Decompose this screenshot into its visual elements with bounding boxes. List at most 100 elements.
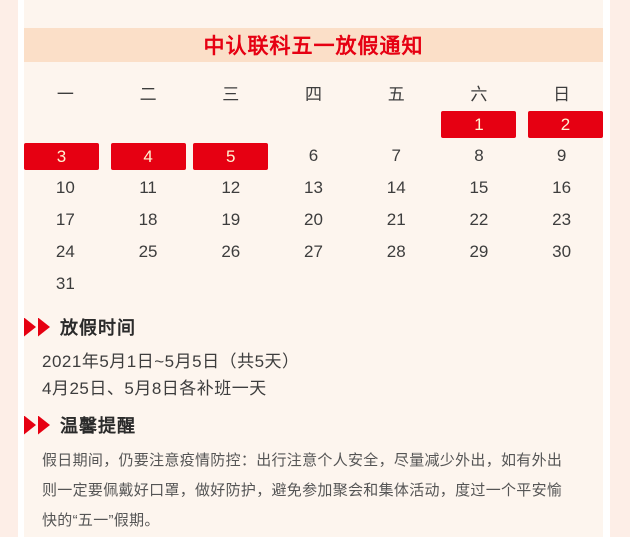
- calendar-day-cell: 12: [189, 172, 272, 204]
- calendar-day: 24: [55, 242, 75, 261]
- calendar-day-cell: 22: [438, 204, 521, 236]
- calendar-empty-cell: [272, 268, 355, 300]
- calendar-day: 22: [469, 210, 489, 229]
- calendar-day-cell: 13: [272, 172, 355, 204]
- holiday-day: 4: [110, 142, 186, 170]
- holiday-day: 3: [24, 142, 99, 170]
- calendar-day-cell: 11: [107, 172, 190, 204]
- calendar-day-cell: 7: [355, 140, 438, 172]
- calendar-day: 28: [386, 242, 406, 261]
- calendar-empty-cell: [272, 108, 355, 140]
- calendar-day: 16: [552, 178, 572, 197]
- weekday-label: 四: [304, 84, 322, 104]
- calendar-day-cell: 2: [520, 108, 603, 140]
- calendar-day: 18: [138, 210, 158, 229]
- calendar-day: 13: [304, 178, 323, 197]
- calendar-day-cell: 14: [355, 172, 438, 204]
- calendar-day-cell: 19: [189, 204, 272, 236]
- title-bar: 中认联科五一放假通知: [24, 28, 603, 62]
- calendar-day-cell: 10: [24, 172, 107, 204]
- reminder-section: 温馨提醒 假日期间，仍要注意疫情防控：出行注意个人安全，尽量减少外出，如有外出 …: [24, 412, 603, 536]
- calendar-day-cell: 1: [438, 108, 521, 140]
- double-right-arrow-icon: [24, 415, 52, 435]
- holiday-day: 2: [528, 110, 603, 138]
- calendar-day: 20: [304, 210, 323, 229]
- weekday-label: 二: [139, 84, 157, 104]
- holiday-time-section: 放假时间 2021年5月1日~5月5日（共5天） 4月25日、5月8日各补班一天: [24, 314, 603, 402]
- double-right-arrow-icon: [24, 317, 52, 337]
- calendar-day: 30: [552, 242, 572, 261]
- holiday-time-details: 2021年5月1日~5月5日（共5天） 4月25日、5月8日各补班一天: [42, 348, 585, 402]
- calendar-day: 19: [221, 210, 241, 229]
- holiday-day: 1: [441, 110, 517, 138]
- calendar-day: 14: [386, 178, 406, 197]
- calendar-day: 7: [391, 146, 401, 165]
- holiday-day: 5: [193, 142, 269, 170]
- page-title: 中认联科五一放假通知: [203, 35, 424, 58]
- calendar-day-cell: 5: [189, 140, 272, 172]
- holiday-date-range: 2021年5月1日~5月5日（共5天）: [42, 352, 300, 371]
- notice-panel: 中认联科五一放假通知 一二三四五六日 1 2 3 4 5 6 7 8 9 10 11 12 13 14 15 1…: [24, 0, 603, 537]
- calendar-day-cell: 3: [24, 140, 107, 172]
- calendar-day: 8: [474, 146, 484, 165]
- reminder-line: 则一定要佩戴好口罩，做好防护，避免参加聚会和集体活动，度过一个平安愉: [42, 482, 563, 499]
- reminder-paragraph: 假日期间，仍要注意疫情防控：出行注意个人安全，尽量减少外出，如有外出 则一定要佩…: [42, 446, 585, 536]
- calendar-day: 31: [55, 274, 75, 293]
- calendar-day-cell: 16: [520, 172, 603, 204]
- calendar-day: 27: [304, 242, 323, 261]
- calendar-day: 9: [556, 146, 567, 165]
- reminder-line: 假日期间，仍要注意疫情防控：出行注意个人安全，尽量减少外出，如有外出: [42, 452, 563, 469]
- calendar-empty-cell: [189, 268, 272, 300]
- calendar-day-cell: 4: [107, 140, 190, 172]
- calendar-empty-cell: [107, 268, 190, 300]
- reminder-heading: 温馨提醒: [24, 412, 603, 438]
- calendar-day: 25: [138, 242, 158, 261]
- calendar-day-cell: 9: [520, 140, 603, 172]
- calendar-empty-cell: [520, 268, 603, 300]
- calendar-day-cell: 20: [272, 204, 355, 236]
- calendar-grid: 一二三四五六日 1 2 3 4 5 6 7 8 9 10 11 12 13 14 15 16 17 18 19 20 21…: [24, 76, 603, 300]
- calendar-day-cell: 18: [107, 204, 190, 236]
- calendar-day: 15: [469, 178, 489, 197]
- calendar-day-cell: 29: [438, 236, 521, 268]
- calendar-day-cell: 25: [107, 236, 190, 268]
- weekday-label: 五: [387, 84, 405, 104]
- calendar-day: 10: [55, 178, 75, 197]
- makeup-workdays: 4月25日、5月8日各补班一天: [42, 379, 267, 398]
- calendar-day: 23: [552, 210, 572, 229]
- calendar-day: 29: [469, 242, 489, 261]
- calendar-day-cell: 24: [24, 236, 107, 268]
- section-heading-text: 放假时间: [60, 318, 136, 338]
- calendar-empty-cell: [107, 108, 190, 140]
- calendar-day-cell: 8: [438, 140, 521, 172]
- reminder-line: 快的“五一”假期。: [42, 512, 160, 529]
- calendar-day-cell: 21: [355, 204, 438, 236]
- calendar-day-cell: 31: [24, 268, 107, 300]
- calendar-day: 17: [55, 210, 75, 229]
- calendar-day: 6: [308, 146, 319, 165]
- calendar-day-cell: 6: [272, 140, 355, 172]
- calendar-day-cell: 27: [272, 236, 355, 268]
- calendar-empty-cell: [24, 108, 107, 140]
- weekday-label: 三: [222, 84, 240, 104]
- calendar-day-cell: 15: [438, 172, 521, 204]
- calendar-day: 12: [221, 178, 241, 197]
- calendar-empty-cell: [438, 268, 521, 300]
- weekday-label: 一: [56, 84, 74, 104]
- calendar-day-cell: 17: [24, 204, 107, 236]
- weekday-label: 六: [470, 84, 488, 104]
- weekday-label: 日: [553, 84, 571, 104]
- notice-card: 中认联科五一放假通知 一二三四五六日 1 2 3 4 5 6 7 8 9 10 11 12 13 14 15 1…: [18, 0, 610, 537]
- holiday-time-heading: 放假时间: [24, 314, 603, 340]
- calendar-empty-cell: [189, 108, 272, 140]
- calendar-day-cell: 26: [189, 236, 272, 268]
- section-heading-text: 温馨提醒: [60, 416, 136, 436]
- calendar-day: 11: [139, 178, 157, 197]
- calendar-empty-cell: [355, 108, 438, 140]
- calendar-day-cell: 28: [355, 236, 438, 268]
- calendar-day: 21: [386, 210, 406, 229]
- calendar-day-cell: 30: [520, 236, 603, 268]
- calendar-day: 26: [221, 242, 241, 261]
- calendar-day-cell: 23: [520, 204, 603, 236]
- calendar-empty-cell: [355, 268, 438, 300]
